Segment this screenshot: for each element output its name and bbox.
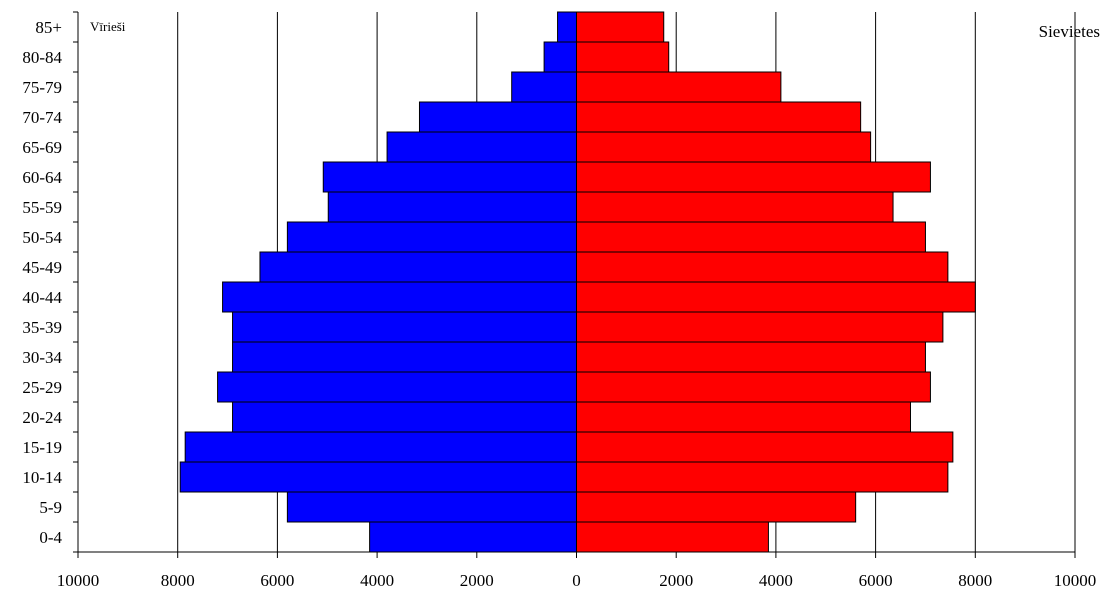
- bar-left-45-49: [259, 251, 577, 283]
- x-tick-label: 0: [572, 571, 581, 590]
- x-tick-label: 2000: [659, 571, 693, 590]
- bar-right-85+: [576, 11, 665, 43]
- bar-right-60-64: [576, 161, 931, 193]
- bar-left-80-84: [543, 41, 577, 73]
- bar-left-60-64: [322, 161, 577, 193]
- bar-left-65-69: [386, 131, 577, 163]
- bar-left-40-44: [222, 281, 577, 313]
- bar-right-30-34: [576, 341, 926, 373]
- bar-left-55-59: [327, 191, 578, 223]
- category-label: 30-34: [22, 348, 62, 367]
- bar-left-30-34: [232, 341, 577, 373]
- bar-right-65-69: [576, 131, 872, 163]
- bar-right-25-29: [576, 371, 931, 403]
- bar-right-20-24: [576, 401, 911, 433]
- category-label: 5-9: [39, 498, 62, 517]
- category-label: 70-74: [22, 108, 62, 127]
- bar-right-75-79: [576, 71, 782, 103]
- bar-right-10-14: [576, 461, 949, 493]
- category-label: 50-54: [22, 228, 62, 247]
- category-label: 45-49: [22, 258, 62, 277]
- category-label: 15-19: [22, 438, 62, 457]
- x-tick-label: 2000: [460, 571, 494, 590]
- bar-left-75-79: [511, 71, 578, 103]
- bar-right-70-74: [576, 101, 862, 133]
- labels: 10000 8000 6000 4000 2000 0 2000 4000 6000 8000 10…: [22, 18, 1096, 590]
- x-tick-label: 4000: [759, 571, 793, 590]
- bar-left-15-19: [184, 431, 578, 463]
- x-tick-label: 10000: [57, 571, 100, 590]
- bar-left-25-29: [217, 371, 578, 403]
- category-label: 55-59: [22, 198, 62, 217]
- bar-right-0-4: [576, 521, 769, 553]
- axes: [73, 11, 1076, 558]
- bar-right-5-9: [576, 491, 857, 523]
- x-tick-label: 8000: [161, 571, 195, 590]
- legend-left-label: Vīrieši: [90, 19, 126, 34]
- category-label: 60-64: [22, 168, 62, 187]
- category-label: 35-39: [22, 318, 62, 337]
- category-label: 10-14: [22, 468, 62, 487]
- bar-left-35-39: [232, 311, 577, 343]
- bar-left-0-4: [369, 521, 577, 553]
- x-tick-label: 4000: [360, 571, 394, 590]
- bar-left-70-74: [418, 101, 577, 133]
- bar-right-80-84: [576, 41, 670, 73]
- x-tick-label: 6000: [260, 571, 294, 590]
- category-label: 25-29: [22, 378, 62, 397]
- category-label: 75-79: [22, 78, 62, 97]
- category-label: 65-69: [22, 138, 62, 157]
- bar-left-10-14: [179, 461, 577, 493]
- x-tick-label: 10000: [1054, 571, 1097, 590]
- bar-right-15-19: [576, 431, 954, 463]
- bar-right-45-49: [576, 251, 949, 283]
- bar-right-35-39: [576, 311, 944, 343]
- bar-right-40-44: [576, 281, 976, 313]
- bars: [179, 11, 976, 553]
- category-label: 80-84: [22, 48, 62, 67]
- category-label: 20-24: [22, 408, 62, 427]
- x-tick-label: 8000: [958, 571, 992, 590]
- bar-left-50-54: [286, 221, 577, 253]
- category-label: 40-44: [22, 288, 62, 307]
- bar-right-55-59: [576, 191, 894, 223]
- category-label: 85+: [35, 18, 62, 37]
- bar-left-5-9: [286, 491, 577, 523]
- bar-left-85+: [557, 11, 578, 43]
- legend-right-label: Sievietes: [1039, 22, 1100, 41]
- category-label: 0-4: [39, 528, 62, 547]
- x-tick-label: 6000: [859, 571, 893, 590]
- bar-right-50-54: [576, 221, 926, 253]
- bar-left-20-24: [232, 401, 577, 433]
